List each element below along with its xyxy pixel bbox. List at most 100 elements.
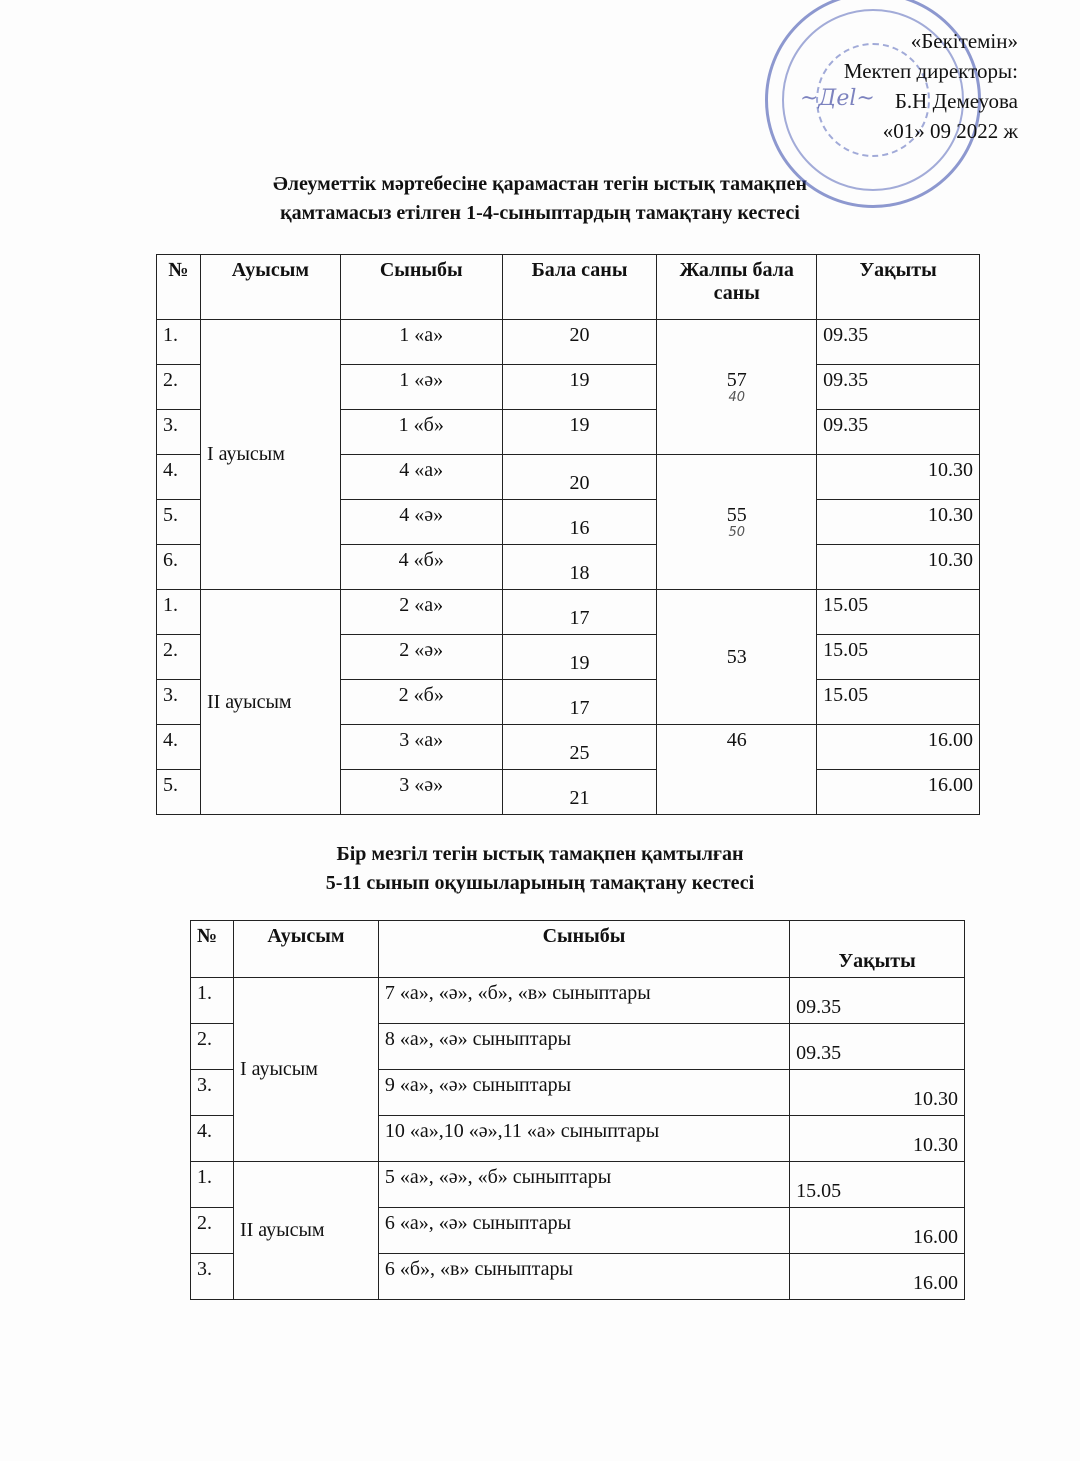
row-number-cell: 5. xyxy=(156,499,201,545)
total-count: 46 xyxy=(726,729,747,751)
table-grades-1-4: № Ауысым Сыныбы Бала саны Жалпы бала сан… xyxy=(156,254,980,815)
row-number-cell: 4. xyxy=(156,724,201,770)
count-cell: 19 xyxy=(501,364,658,410)
time-cell: 10.30 xyxy=(816,544,980,590)
count-cell: 17 xyxy=(501,679,658,725)
class-cell: 2 «а» xyxy=(339,589,503,635)
table-row: 5. 3 «ә» 21 16.00 xyxy=(156,769,980,815)
table-row: 4. 3 «а» 25 46 16.00 xyxy=(156,724,980,815)
row-number-cell: 1. xyxy=(190,1161,234,1208)
total-count-cell: 46 xyxy=(656,724,818,815)
time-cell: 16.00 xyxy=(816,769,980,815)
row-number-cell: 3. xyxy=(190,1069,234,1116)
time-cell: 09.35 xyxy=(789,1023,965,1070)
table-row: 2. 8 «а», «ә» сыныптары 09.35 xyxy=(190,1023,965,1070)
class-cell: 8 «а», «ә» сыныптары xyxy=(377,1023,791,1070)
class-cell: 4 «а» xyxy=(339,454,503,500)
row-number-cell: 4. xyxy=(190,1115,234,1162)
col-header: Сыныбы xyxy=(339,254,503,320)
time-cell: 16.00 xyxy=(789,1253,965,1300)
col-header: № xyxy=(190,920,234,978)
shift-cell: І ауысым xyxy=(199,319,341,590)
table-row: 6. 4 «б» 18 10.30 xyxy=(156,544,980,590)
row-number-cell: 2. xyxy=(156,364,201,410)
shift-cell: І ауысым xyxy=(232,977,379,1162)
col-header: Ауысым xyxy=(199,254,341,320)
row-number-cell: 1. xyxy=(190,977,234,1024)
table-row: 1. ІІ ауысым 5 «а», «ә», «б» сыныптары 15.0… xyxy=(190,1161,965,1300)
shift-cell: ІІ ауысым xyxy=(199,589,341,815)
col-header: Ауысым xyxy=(232,920,379,978)
table-row: 3. 6 «б», «в» сыныптары 16.00 xyxy=(190,1253,965,1300)
count-cell: 25 xyxy=(501,724,658,770)
class-cell: 3 «а» xyxy=(339,724,503,770)
table-row: 2. 6 «а», «ә» сыныптары 16.00 xyxy=(190,1207,965,1254)
count-cell: 18 xyxy=(501,544,658,590)
time-cell: 10.30 xyxy=(816,454,980,500)
time-cell: 10.30 xyxy=(816,499,980,545)
row-number-cell: 2. xyxy=(190,1207,234,1254)
table-row: 4. 10 «а»,10 «ә»,11 «а» сыныптары 10.30 xyxy=(190,1115,965,1162)
class-cell: 4 «б» xyxy=(339,544,503,590)
total-count: 55 xyxy=(726,504,747,526)
col-header: № xyxy=(156,254,201,320)
table-grades-5-11: № Ауысым Сыныбы Уақыты 1. І ауысым 7 «а», … xyxy=(190,920,965,1300)
approval-line: Б.Н Демеуова xyxy=(894,89,1018,113)
row-number-cell: 2. xyxy=(190,1023,234,1070)
table-row: 2. 2 «ә» 19 15.05 xyxy=(156,634,980,680)
count-cell: 17 xyxy=(501,589,658,635)
class-cell: 1 «б» xyxy=(339,409,503,455)
approval-block: «Бекітемін» Мектеп директоры: Б.Н Демеуо… xyxy=(844,26,1018,146)
table-row: 1. ІІ ауысым 2 «а» 17 53 15.05 xyxy=(156,589,980,815)
time-cell: 09.35 xyxy=(816,364,980,410)
row-number-cell: 2. xyxy=(156,634,201,680)
approval-line: «01» 09 2022 ж xyxy=(882,119,1018,143)
table2-title: Бір мезгіл тегін ыстық тамақпен қамтылға… xyxy=(0,840,1080,898)
class-cell: 6 «б», «в» сыныптары xyxy=(377,1253,791,1300)
table-row: 1. І ауысым 7 «а», «ә», «б», «в» сыныптары… xyxy=(190,977,965,1162)
time-cell: 09.35 xyxy=(816,409,980,455)
row-number-cell: 5. xyxy=(156,769,201,815)
time-cell: 09.35 xyxy=(789,977,965,1024)
class-cell: 10 «а»,10 «ә»,11 «а» сыныптары xyxy=(377,1115,791,1162)
table-row: 1. І ауысым 1 «а» 20 57 40 09.35 xyxy=(156,319,980,590)
total-count: 57 xyxy=(726,369,747,391)
col-header: Сыныбы xyxy=(377,920,791,978)
time-cell: 15.05 xyxy=(789,1161,965,1208)
class-cell: 5 «а», «ә», «б» сыныптары xyxy=(377,1161,791,1208)
total-count-cell: 55 50 xyxy=(656,454,818,590)
handwritten-note: 40 xyxy=(728,390,746,405)
row-number-cell: 3. xyxy=(190,1253,234,1300)
class-cell: 2 «ә» xyxy=(339,634,503,680)
handwritten-note: 50 xyxy=(728,525,746,540)
class-cell: 3 «ә» xyxy=(339,769,503,815)
shift-cell: ІІ ауысым xyxy=(232,1161,379,1300)
row-number-cell: 6. xyxy=(156,544,201,590)
col-header: Уақыты xyxy=(789,920,965,978)
class-cell: 2 «б» xyxy=(339,679,503,725)
approval-line: Мектеп директоры: xyxy=(843,59,1018,83)
row-number-cell: 4. xyxy=(156,454,201,500)
table-row: 5. 4 «ә» 16 10.30 xyxy=(156,499,980,545)
table-row: 3. 1 «б» 19 09.35 xyxy=(156,409,980,455)
class-cell: 1 «а» xyxy=(339,319,503,365)
row-number-cell: 3. xyxy=(156,409,201,455)
time-cell: 15.05 xyxy=(816,589,980,635)
count-cell: 19 xyxy=(501,634,658,680)
table-row: 4. 4 «а» 20 55 50 10.30 xyxy=(156,454,980,590)
col-header: Жалпы бала саны xyxy=(656,254,818,320)
count-cell: 21 xyxy=(501,769,658,815)
title-line: 5-11 сынып оқушыларының тамақтану кестес… xyxy=(325,872,755,894)
col-header: Уақыты xyxy=(816,254,980,320)
count-cell: 19 xyxy=(501,409,658,455)
class-cell: 6 «а», «ә» сыныптары xyxy=(377,1207,791,1254)
total-count-cell: 57 40 xyxy=(656,319,818,455)
table-header-row: № Ауысым Сыныбы Уақыты xyxy=(190,920,965,978)
total-count-cell: 53 xyxy=(656,589,818,725)
time-cell: 09.35 xyxy=(816,319,980,365)
row-number-cell: 1. xyxy=(156,319,201,365)
title-line: Бір мезгіл тегін ыстық тамақпен қамтылға… xyxy=(336,843,744,865)
count-cell: 20 xyxy=(501,319,658,365)
time-cell: 15.05 xyxy=(816,679,980,725)
